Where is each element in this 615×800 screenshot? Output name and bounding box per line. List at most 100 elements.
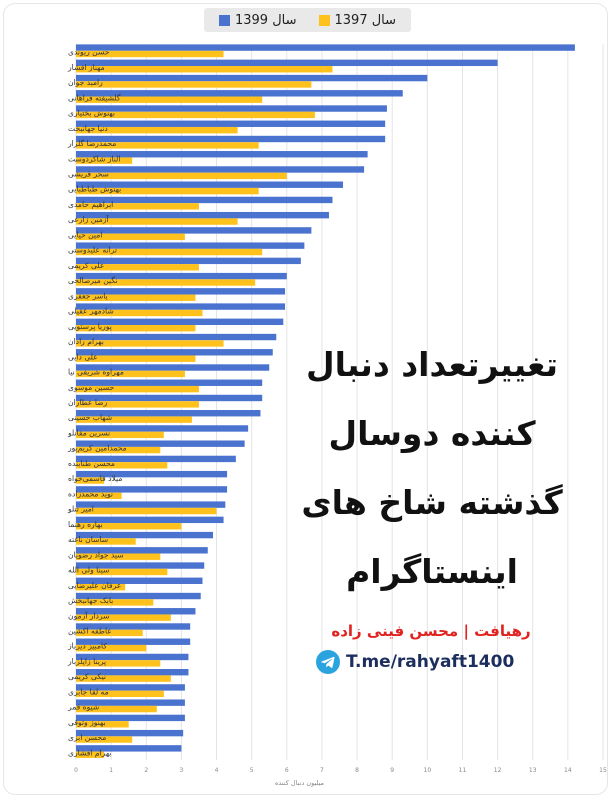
bar-1397-13 <box>76 248 263 256</box>
bar-1399-26 <box>76 440 245 447</box>
bar-1397-8 <box>76 172 287 180</box>
x-tick-label-14: 14 <box>564 767 572 774</box>
category-label-33: سید جواد رضویان <box>68 550 124 559</box>
bar-1399-40 <box>76 653 189 661</box>
bar-1397-27 <box>76 462 168 469</box>
bar-1399-23 <box>76 394 263 402</box>
bar-1399-36 <box>76 592 201 600</box>
category-label-34: سینا ولی الله <box>68 566 109 575</box>
category-label-26: محمدامین کریم‌پور <box>67 444 127 453</box>
bar-1399-43 <box>76 699 185 706</box>
legend-label-1399: سال 1399 <box>234 12 297 28</box>
category-label-38: عاطفه اکشین <box>68 627 112 636</box>
x-tick-label-12: 12 <box>494 767 502 774</box>
category-label-18: پوریا پرستویی <box>68 322 112 331</box>
bar-1397-44 <box>76 721 129 728</box>
legend-item-1397[interactable]: سال 1397 <box>318 12 397 28</box>
bar-1399-13 <box>76 242 305 249</box>
bar-1399-19 <box>76 333 277 341</box>
bar-1397-11 <box>76 218 238 225</box>
bar-1397-28 <box>76 477 105 484</box>
bar-1399-12 <box>76 227 312 234</box>
channel-url[interactable]: T.me/rahyaft1400 <box>346 652 515 672</box>
bar-1397-5 <box>76 126 238 134</box>
bar-1397-17 <box>76 309 203 317</box>
bar-1399-25 <box>76 425 249 432</box>
bar-1399-28 <box>76 470 228 478</box>
bar-1397-18 <box>76 325 196 332</box>
bar-1399-0 <box>76 44 575 51</box>
bar-1399-20 <box>76 349 273 356</box>
bar-1399-15 <box>76 272 287 280</box>
bar-1397-2 <box>76 81 312 88</box>
chart-title: تغییرتعداد دنبال کننده دوسال گذشته شاخ ه… <box>301 345 563 591</box>
bar-1397-31 <box>76 523 182 530</box>
category-label-7: الناز شاکردوست <box>68 154 120 163</box>
bar-1397-1 <box>76 66 333 73</box>
bar-1397-24 <box>76 416 192 423</box>
category-label-6: محمدرضا گلزار <box>67 139 116 148</box>
bar-1399-6 <box>76 135 386 143</box>
bar-1399-2 <box>76 74 428 82</box>
x-tick-label-4: 4 <box>215 767 219 774</box>
bar-1397-26 <box>76 446 161 454</box>
bar-1399-39 <box>76 638 191 645</box>
legend-item-1399[interactable]: سال 1399 <box>218 12 297 28</box>
bar-1397-40 <box>76 660 161 667</box>
bar-1399-8 <box>76 166 365 173</box>
legend-swatch-1397 <box>318 14 330 26</box>
category-label-35: عرفان علیرضایی <box>68 581 121 590</box>
bar-1397-33 <box>76 553 161 560</box>
category-label-19: بهرام رادان <box>68 337 104 346</box>
channel-link[interactable]: T.me/rahyaft1400 <box>316 650 514 674</box>
bar-1399-37 <box>76 608 196 615</box>
category-label-11: آزمین زارعی <box>68 214 110 224</box>
bar-1399-33 <box>76 547 208 554</box>
bar-1399-5 <box>76 120 386 127</box>
bar-1399-42 <box>76 684 185 691</box>
category-label-43: شیوه قمر <box>67 703 99 712</box>
bar-1399-3 <box>76 90 403 97</box>
category-label-10: ابراهیم حامدی <box>68 200 113 209</box>
bar-1399-38 <box>76 623 191 630</box>
category-label-4: بهنوش بختیاری <box>68 109 115 118</box>
bar-1397-3 <box>76 96 263 103</box>
bar-1399-7 <box>76 151 368 158</box>
category-label-3: گلشیفته فراهانی <box>68 93 121 102</box>
bar-1399-31 <box>76 516 224 524</box>
bar-1397-16 <box>76 294 196 301</box>
bar-1397-4 <box>76 111 315 119</box>
bar-1397-32 <box>76 538 136 545</box>
bar-1399-41 <box>76 669 189 676</box>
bar-1397-38 <box>76 629 143 637</box>
bar-1399-30 <box>76 501 226 508</box>
bar-1399-10 <box>76 196 333 204</box>
category-label-31: بهاره رهنما <box>68 520 103 529</box>
bar-1397-42 <box>76 690 164 698</box>
category-label-23: رضا عطاران <box>68 398 108 407</box>
bar-1399-27 <box>76 455 236 463</box>
bar-1397-39 <box>76 644 147 652</box>
credit-text: رهیافت | محسن فینی زاده <box>331 622 531 640</box>
bar-1397-46 <box>76 751 105 758</box>
bar-1399-18 <box>76 318 284 326</box>
bar-1397-0 <box>76 50 224 58</box>
category-label-12: امین حیایی <box>68 230 102 239</box>
legend-label-1397: سال 1397 <box>334 12 397 28</box>
category-label-30: امیر تتلو <box>67 505 94 514</box>
telegram-icon <box>316 650 340 674</box>
category-label-17: شادمهر عقیلی <box>68 307 114 316</box>
bar-1397-15 <box>76 279 256 286</box>
legend: سال 1399 سال 1397 <box>204 8 411 32</box>
x-tick-label-10: 10 <box>424 767 432 774</box>
category-label-8: سحر قریشی <box>68 169 109 178</box>
bar-1399-35 <box>76 577 203 584</box>
bar-1399-24 <box>76 410 261 417</box>
bar-1399-21 <box>76 364 270 371</box>
category-label-24: شهاب حسینی <box>68 413 112 422</box>
bar-1397-43 <box>76 705 157 713</box>
bar-1397-21 <box>76 370 185 378</box>
bar-1399-29 <box>76 486 228 493</box>
bar-1397-10 <box>76 203 199 210</box>
x-tick-label-15: 15 <box>599 767 607 774</box>
